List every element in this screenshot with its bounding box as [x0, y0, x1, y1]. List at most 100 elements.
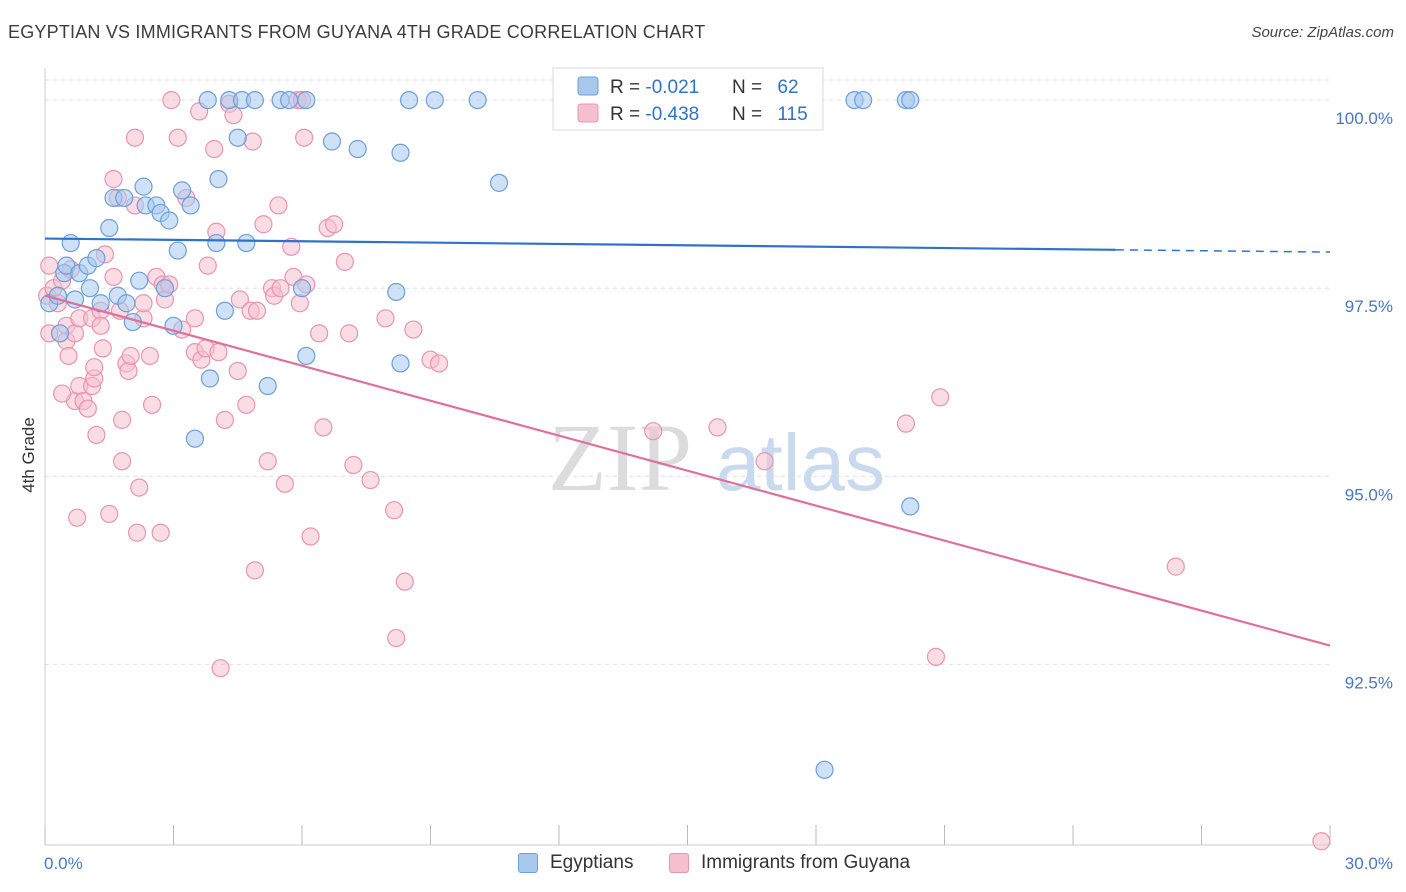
data-point: [301, 527, 320, 546]
data-point: [209, 170, 228, 189]
legend-item-egyptians[interactable]: Egyptians: [518, 852, 633, 874]
data-point: [127, 523, 147, 542]
data-point: [68, 508, 87, 527]
chart-title: EGYPTIAN VS IMMIGRANTS FROM GUYANA 4TH G…: [8, 22, 706, 42]
legend-r-label: R =: [610, 77, 645, 98]
data-point: [162, 90, 181, 110]
data-point: [297, 90, 316, 110]
trend-line-egyptians-extension: [1115, 249, 1331, 253]
data-point: [100, 504, 119, 524]
legend-r-label: R =: [610, 104, 645, 125]
y-tick-labels: 100.0% 97.5% 95.0% 92.5%: [1335, 109, 1393, 692]
legend-r-value: -0.438: [645, 104, 699, 125]
data-point: [344, 455, 363, 475]
data-point: [185, 309, 205, 328]
data-point: [292, 279, 312, 298]
data-point: [61, 233, 80, 253]
data-point: [404, 320, 423, 339]
data-point: [282, 237, 301, 256]
correlation-legend: R = -0.021 N = 62 R = -0.438 N = 115: [552, 67, 824, 131]
data-point: [112, 452, 132, 471]
data-point: [168, 128, 187, 147]
data-point: [387, 628, 406, 648]
data-point: [269, 196, 288, 215]
data-point: [224, 106, 243, 125]
data-point: [237, 395, 256, 414]
legend-n-value: 62: [777, 77, 798, 98]
x-tick-label-right: 30.0%: [1345, 854, 1393, 873]
data-point: [198, 90, 217, 110]
data-point: [209, 343, 228, 362]
data-point: [185, 429, 205, 448]
data-point: [815, 760, 834, 779]
data-point: [50, 324, 70, 343]
data-point: [142, 395, 162, 414]
legend-label-guyana: Immigrants from Guyana: [701, 852, 911, 873]
data-point: [87, 249, 106, 268]
data-point: [230, 290, 249, 309]
watermark-zip: ZIP: [548, 404, 692, 511]
data-point: [119, 361, 138, 381]
watermark-atlas: atlas: [716, 418, 885, 507]
data-point: [931, 388, 950, 407]
data-point: [237, 233, 256, 253]
data-point: [425, 90, 444, 110]
data-point: [172, 181, 192, 200]
data-point: [384, 501, 404, 520]
series-legend: Egyptians Immigrants from Guyana: [0, 852, 1406, 878]
data-point: [361, 470, 380, 490]
data-point: [258, 452, 277, 471]
data-point: [78, 399, 97, 418]
data-point: [755, 452, 774, 471]
data-point: [644, 422, 663, 441]
legend-swatch-egyptians: [518, 853, 538, 873]
data-point: [85, 358, 104, 377]
data-point: [901, 497, 920, 516]
data-point: [104, 170, 123, 189]
data-point: [395, 572, 414, 591]
legend-swatch-guyana: [669, 853, 689, 873]
data-point: [100, 218, 119, 238]
svg-text:N = 62: N = 62: [732, 77, 799, 98]
trend-line-egyptians: [44, 237, 1116, 251]
legend-n-label: N =: [732, 104, 767, 125]
data-point: [115, 188, 134, 208]
data-point: [130, 478, 149, 497]
trend-lines: [44, 237, 1331, 647]
data-point: [322, 132, 342, 151]
data-point: [112, 410, 132, 429]
data-point: [228, 361, 247, 381]
legend-n-label: N =: [732, 77, 767, 98]
data-point: [243, 132, 262, 151]
data-point: [258, 376, 277, 396]
data-point: [290, 294, 309, 313]
data-point: [91, 316, 110, 335]
legend-swatch-egyptians: [577, 76, 599, 96]
y-tick-label: 92.5%: [1345, 673, 1393, 692]
data-point: [245, 561, 264, 580]
data-point: [104, 267, 123, 287]
y-axis-label: 4th Grade: [19, 417, 38, 493]
egyptian-points: [40, 90, 920, 779]
data-point: [211, 659, 230, 678]
data-point: [160, 211, 179, 230]
trend-line-guyana: [44, 294, 1331, 647]
axes: [44, 68, 1331, 846]
legend-item-guyana[interactable]: Immigrants from Guyana: [669, 852, 910, 874]
data-point: [168, 241, 187, 260]
data-point: [340, 324, 359, 343]
data-point: [228, 128, 247, 147]
data-point: [399, 90, 419, 110]
data-point: [314, 418, 333, 437]
x-tick-label-left: 0.0%: [44, 854, 83, 873]
data-point: [468, 90, 487, 110]
data-point: [247, 301, 267, 320]
legend-swatch-guyana: [577, 103, 599, 123]
data-point: [275, 474, 294, 493]
data-point: [121, 346, 140, 366]
guyana-points: [38, 90, 1331, 851]
data-point: [708, 418, 727, 437]
data-point: [93, 339, 112, 358]
data-point: [181, 196, 200, 215]
